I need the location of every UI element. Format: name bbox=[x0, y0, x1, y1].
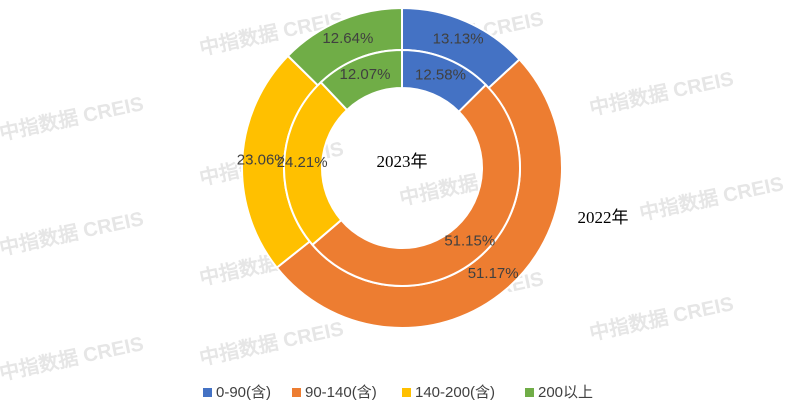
watermark: 中指数据 CREIS bbox=[0, 91, 146, 145]
data-label: 12.64% bbox=[322, 30, 373, 47]
watermark: 中指数据 CREIS bbox=[197, 316, 345, 370]
watermark: 中指数据 CREIS bbox=[0, 331, 146, 385]
series-label: 2022年 bbox=[578, 208, 629, 227]
legend-label: 0-90(含) bbox=[216, 384, 271, 401]
data-label: 51.17% bbox=[468, 265, 519, 282]
data-label: 12.07% bbox=[340, 66, 391, 83]
series-label: 2023年 bbox=[377, 152, 428, 171]
data-label: 51.15% bbox=[444, 233, 495, 250]
data-label: 13.13% bbox=[433, 31, 484, 48]
watermark: 中指数据 CREIS bbox=[587, 66, 735, 120]
data-label: 23.06% bbox=[237, 152, 288, 169]
data-label: 12.58% bbox=[415, 67, 466, 84]
legend-label: 140-200(含) bbox=[415, 384, 495, 401]
donut-slice bbox=[319, 48, 403, 112]
legend-label: 200以上 bbox=[538, 384, 593, 401]
legend-swatch bbox=[402, 388, 411, 397]
legend-swatch bbox=[203, 388, 212, 397]
watermark: 中指数据 CREIS bbox=[0, 206, 146, 260]
legend-swatch bbox=[292, 388, 301, 397]
watermark: 中指数据 CREIS bbox=[637, 171, 785, 225]
watermark: 中指数据 CREIS bbox=[587, 291, 735, 345]
data-label: 24.21% bbox=[277, 154, 328, 171]
donut-slice bbox=[310, 83, 521, 287]
legend-swatch bbox=[525, 388, 534, 397]
legend-label: 90-140(含) bbox=[305, 384, 377, 401]
